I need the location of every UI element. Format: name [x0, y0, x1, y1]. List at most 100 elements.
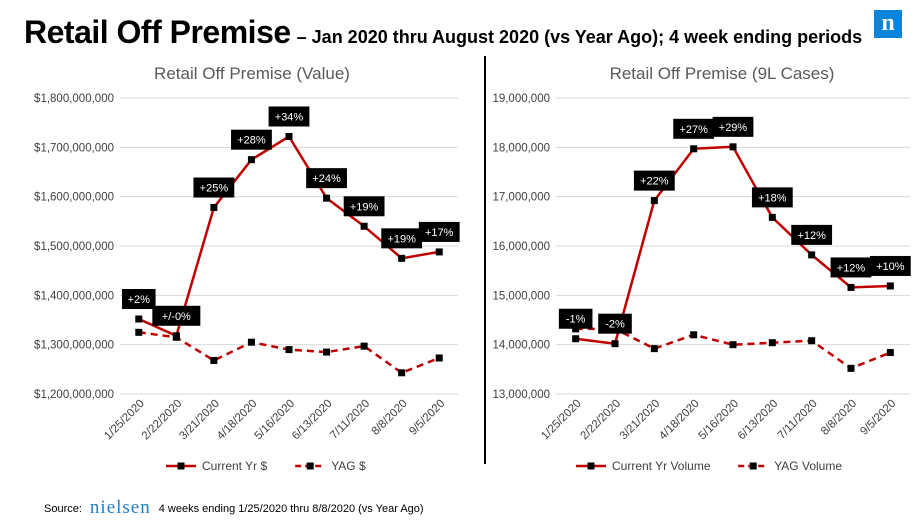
y-tick-label: $1,500,000,000 [34, 241, 114, 253]
yag-series-point [360, 342, 368, 350]
data-label-box [598, 313, 632, 334]
value-chart: Retail Off Premise (Value) $1,200,000,000… [34, 64, 460, 473]
current-series-point [210, 204, 218, 212]
source-label: Source: [44, 503, 82, 515]
data-label-box [869, 255, 911, 276]
data-label-text: -1% [566, 314, 586, 326]
data-label-box [268, 106, 310, 127]
data-label-box [381, 228, 423, 249]
data-label: +28% [231, 129, 272, 150]
data-label-text: +28% [237, 135, 266, 147]
data-label-box [418, 221, 460, 242]
x-tick-label: 7/11/2020 [776, 398, 820, 442]
data-label-text: +12% [837, 262, 866, 274]
data-label-text: +22% [640, 176, 669, 188]
yag-series-point [135, 328, 143, 336]
yag-series-point [398, 369, 406, 377]
current-series-point [398, 254, 406, 262]
data-label-text: +29% [719, 122, 748, 134]
data-label: +22% [633, 170, 675, 191]
page-header: Retail Off Premise – Jan 2020 thru August… [24, 14, 862, 51]
data-label-box [193, 177, 235, 198]
data-label: +19% [343, 196, 385, 217]
current-series-point [611, 340, 619, 348]
legend-current-label: Current Yr Volume [612, 459, 711, 473]
y-tick-label: 19,000,000 [492, 93, 550, 105]
y-tick-label: 18,000,000 [492, 142, 550, 154]
yag-series-point [435, 354, 443, 362]
data-label-box [152, 305, 201, 326]
data-label: +18% [751, 187, 793, 208]
data-label-text: +27% [679, 124, 708, 136]
data-label-box [830, 257, 872, 278]
x-tick-label: 4/18/2020 [657, 398, 702, 443]
yag-series-point [886, 349, 894, 357]
current-series-point [650, 197, 658, 205]
current-series-point [886, 282, 894, 290]
current-series-point [247, 156, 255, 164]
yag-series-point [768, 339, 776, 347]
data-label-text: +10% [876, 261, 905, 273]
data-label: +12% [830, 257, 872, 278]
nielsen-wordmark: nielsen [89, 497, 151, 518]
x-tick-label: 9/5/2020 [858, 398, 898, 438]
legend-yag-marker [749, 462, 757, 470]
current-series-point [572, 335, 580, 343]
current-series-point [435, 248, 443, 256]
legend-yag-label: YAG Volume [774, 459, 842, 473]
legend-yag-marker [306, 462, 314, 470]
current-series-point [323, 194, 331, 202]
data-label-box [673, 118, 715, 139]
data-label-text: +19% [387, 233, 416, 245]
legend-current-marker [177, 462, 185, 470]
y-tick-label: $1,800,000,000 [34, 93, 114, 105]
data-label-text: +17% [425, 227, 454, 239]
data-label-text: +19% [350, 201, 379, 213]
y-tick-label: $1,200,000,000 [34, 389, 114, 401]
data-label-box [791, 224, 833, 245]
x-tick-label: 8/8/2020 [819, 398, 859, 438]
current-series-point [768, 213, 776, 221]
y-tick-label: 17,000,000 [492, 192, 550, 204]
x-tick-label: 6/13/2020 [290, 398, 335, 443]
y-tick-label: $1,600,000,000 [34, 192, 114, 204]
x-tick-label: 8/8/2020 [370, 398, 410, 438]
current-series-point [847, 283, 855, 291]
data-label: -1% [558, 308, 593, 329]
page-title: Retail Off Premise [24, 14, 291, 50]
data-label-box [558, 308, 593, 329]
legend-yag-label: YAG $ [331, 459, 366, 473]
yag-series-point [210, 356, 218, 364]
current-series-point [808, 251, 816, 259]
data-label-box [306, 168, 347, 189]
data-label-box [121, 289, 156, 310]
data-label: +24% [306, 168, 347, 189]
data-label: +/-0% [152, 305, 201, 326]
yag-series-point [690, 331, 698, 339]
data-label-text: +24% [312, 173, 341, 185]
data-label-box [712, 116, 754, 137]
y-tick-label: $1,700,000,000 [34, 142, 114, 154]
yag-series-point [323, 348, 331, 356]
legend-current-marker [587, 462, 595, 470]
source-note: 4 weeks ending 1/25/2020 thru 8/8/2020 (… [158, 503, 424, 515]
data-label-text: +12% [797, 230, 826, 242]
data-label-text: -2% [605, 319, 625, 331]
data-label-box [751, 187, 793, 208]
data-label: +2% [121, 289, 156, 310]
chart-title: Retail Off Premise (9L Cases) [610, 64, 835, 83]
yag-series-point [847, 364, 855, 372]
y-tick-label: $1,300,000,000 [34, 340, 114, 352]
x-tick-label: 6/13/2020 [736, 398, 781, 443]
x-tick-label: 3/21/2020 [618, 398, 663, 443]
data-label: +17% [418, 221, 460, 242]
data-label: +12% [791, 224, 833, 245]
x-tick-label: 7/11/2020 [328, 398, 372, 442]
data-label-box [633, 170, 675, 191]
current-series-point [360, 222, 368, 230]
data-label: +19% [381, 228, 423, 249]
chart-title: Retail Off Premise (Value) [154, 64, 350, 83]
nielsen-logo-icon: n [874, 10, 902, 38]
data-label: -2% [598, 313, 632, 334]
data-label-box [231, 129, 272, 150]
